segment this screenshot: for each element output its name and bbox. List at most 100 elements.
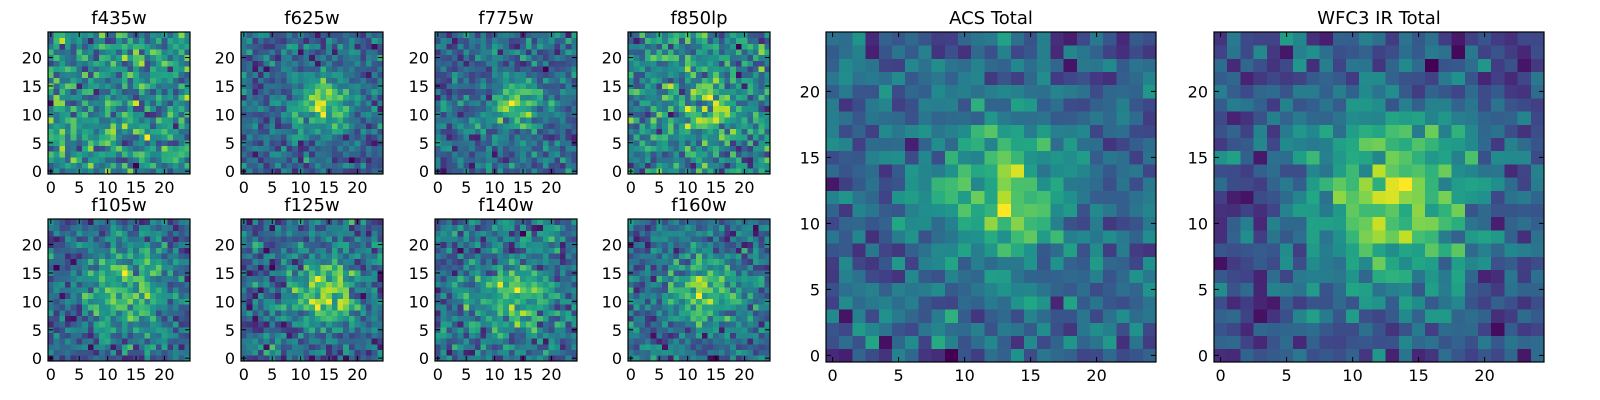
heatmap-cell [565, 156, 572, 164]
x-tick-label: 10 [290, 365, 310, 384]
heatmap-cell [99, 230, 106, 237]
heatmap-cell [656, 162, 663, 169]
heatmap-cell [684, 117, 691, 124]
heatmap-cell [707, 94, 714, 101]
heatmap-cell [53, 83, 60, 90]
heatmap-cell [172, 326, 180, 333]
heatmap-cell [326, 49, 333, 56]
heatmap-cell [127, 275, 134, 282]
heatmap-cell [155, 111, 162, 118]
heatmap-cell [531, 321, 538, 328]
heatmap-cell [331, 145, 338, 152]
heatmap-cell [531, 156, 538, 164]
heatmap-cell [741, 49, 748, 56]
heatmap-cell [497, 304, 504, 311]
heatmap-cell [331, 338, 338, 345]
x-tick-label: 15 [513, 178, 533, 197]
heatmap-cell [70, 332, 77, 339]
heatmap-cell [377, 236, 384, 243]
heatmap-cell [286, 128, 293, 135]
heatmap-cell [656, 66, 663, 73]
heatmap-cell [150, 264, 157, 271]
heatmap-cell [684, 321, 691, 328]
heatmap-cell [514, 37, 521, 44]
heatmap-cell [667, 37, 674, 44]
heatmap-cell [354, 139, 361, 146]
heatmap-cell [93, 264, 100, 271]
heatmap-cell [497, 270, 504, 277]
heatmap-cell [314, 321, 321, 328]
heatmap-cell [87, 287, 94, 294]
heatmap-cell [116, 287, 123, 294]
heatmap-cell [548, 134, 555, 141]
heatmap-cell [718, 71, 725, 78]
heatmap-cell [474, 37, 481, 44]
heatmap-cell [93, 298, 100, 305]
heatmap-cell [639, 83, 646, 90]
heatmap-cell [735, 134, 742, 141]
heatmap-cell [514, 117, 521, 124]
heatmap-cell [70, 281, 77, 288]
heatmap-cell [679, 145, 686, 152]
heatmap-cell [542, 219, 549, 226]
heatmap-cell [741, 332, 748, 339]
heatmap-cell [497, 315, 504, 322]
heatmap-cell [337, 60, 344, 67]
heatmap-cell [446, 230, 453, 237]
heatmap-cell [286, 258, 293, 265]
heatmap-cell [314, 139, 321, 146]
heatmap-cell [121, 332, 128, 339]
heatmap-cell [184, 162, 191, 169]
heatmap-cell [104, 71, 111, 78]
heatmap-cell [59, 145, 66, 152]
heatmap-cell [491, 43, 498, 50]
heatmap-cell [365, 304, 373, 311]
heatmap-cells [435, 32, 578, 175]
heatmap-cell [241, 88, 248, 95]
heatmap-cell [48, 128, 55, 135]
heatmap-cell [348, 270, 355, 277]
heatmap-cell [343, 32, 350, 39]
heatmap-cell [508, 298, 515, 305]
heatmap-cell [639, 134, 646, 141]
heatmap-cell [628, 156, 635, 164]
heatmap-cell [280, 253, 287, 260]
heatmap-cell [82, 253, 89, 260]
heatmap-cell [269, 326, 276, 333]
heatmap-cell [371, 162, 378, 169]
heatmap-cell [486, 281, 493, 288]
heatmap-cell [155, 71, 162, 78]
heatmap-cell [144, 219, 151, 226]
heatmap-cell [110, 83, 117, 90]
heatmap-cell [337, 71, 344, 78]
heatmap-cell [360, 151, 367, 158]
heatmap-cell [508, 122, 515, 129]
heatmap-cell [497, 66, 504, 73]
heatmap-cell [241, 264, 248, 271]
heatmap-cell [275, 224, 282, 231]
heatmap-cell [99, 275, 106, 282]
heatmap-cell [531, 304, 538, 311]
heatmap-cell [76, 236, 83, 243]
heatmap-cell [525, 321, 532, 328]
heatmap-cell [730, 49, 737, 56]
heatmap-cell [155, 43, 162, 50]
heatmap-cell [679, 43, 686, 50]
heatmap-cell [486, 77, 493, 84]
heatmap-cell [343, 332, 350, 339]
heatmap-cell [571, 151, 578, 158]
y-tick-label: 5 [612, 134, 622, 153]
heatmap-cell [531, 94, 538, 101]
heatmap-cell [531, 168, 538, 175]
heatmap-cell [508, 134, 515, 141]
heatmap-cell [696, 100, 703, 107]
heatmap-cell [59, 321, 66, 328]
heatmap-cell [730, 338, 737, 345]
heatmap-cell [275, 298, 282, 305]
heatmap-cell [650, 37, 657, 44]
heatmap-cell [87, 83, 94, 90]
heatmap-cell [252, 253, 259, 260]
heatmap-cell [440, 315, 447, 322]
heatmap-cell [354, 309, 361, 316]
x-tick-label: 5 [461, 178, 471, 197]
